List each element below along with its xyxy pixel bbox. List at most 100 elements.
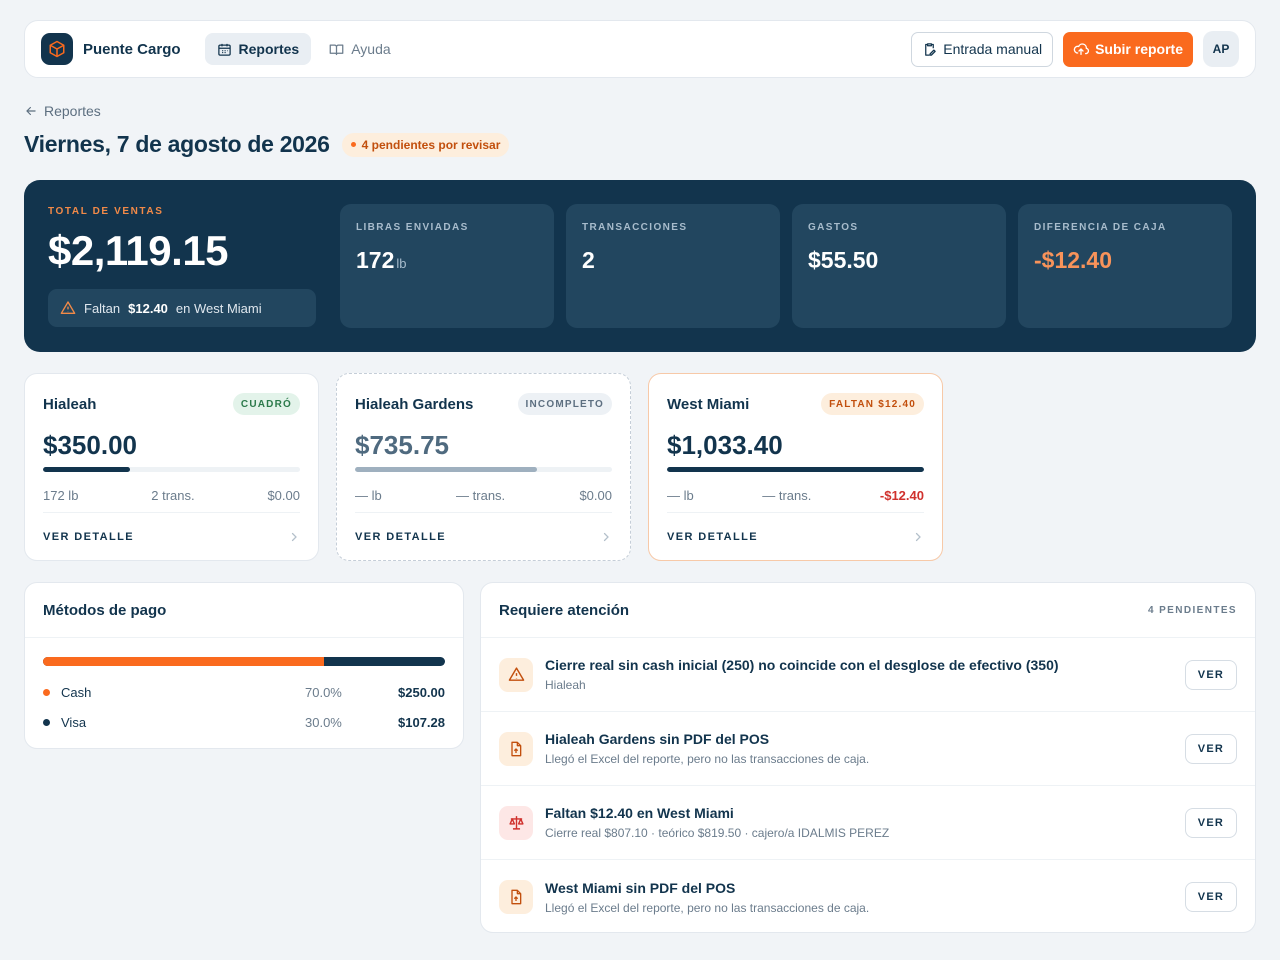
stat-unit: lb (396, 256, 407, 271)
chevron-right-icon (291, 532, 297, 541)
branch-transactions: — trans. (456, 488, 506, 503)
payment-method-pct: 30.0% (305, 714, 342, 730)
shortage-alert-prefix: Faltan (84, 300, 121, 316)
clipboard-edit-icon (925, 42, 936, 56)
branch-stats: — lb — trans. $0.00 (355, 488, 612, 503)
breadcrumb-label: Reportes (44, 103, 101, 119)
attention-title: Requiere atención (499, 601, 630, 619)
stat-number: 172 (356, 247, 395, 273)
attention-item-subtitle: Llegó el Excel del reporte, pero no las … (545, 752, 870, 766)
avatar[interactable]: AP (1203, 31, 1239, 67)
view-button[interactable]: VER (1184, 807, 1237, 838)
payment-method-name: Cash (61, 684, 92, 700)
shortage-alert: Faltan $12.40 en West Miami (48, 289, 316, 327)
payment-split-cash-fill (43, 657, 325, 666)
branch-share-fill (43, 467, 131, 472)
main-nav: Reportes Ayuda (204, 33, 403, 65)
manual-entry-button[interactable]: Entrada manual (911, 31, 1054, 67)
branch-footer[interactable]: VER DETALLE (355, 512, 612, 560)
stat-value: $55.50 (808, 247, 879, 273)
cloud-upload-icon (1073, 43, 1090, 55)
attention-item-subtitle: Cierre real $807.10 · teórico $819.50 · … (545, 826, 890, 840)
payment-methods-title: Métodos de pago (43, 601, 167, 619)
attention-header: Requiere atención 4 PENDIENTES (481, 583, 1255, 638)
attention-item[interactable]: West Miami sin PDF del POS Llegó el Exce… (481, 860, 1255, 932)
pending-badge: 4 pendientes por revisar (341, 132, 510, 157)
total-sales: TOTAL DE VENTAS $2,119.15 (48, 206, 229, 275)
attention-item[interactable]: Cierre real sin cash inicial (250) no co… (481, 638, 1255, 712)
view-button[interactable]: VER (1184, 882, 1237, 912)
header-actions: Entrada manual Subir reporte AP (911, 31, 1239, 67)
branch-name: Hialeah (43, 395, 97, 413)
view-detail-link[interactable]: VER DETALLE (43, 530, 134, 543)
branch-transactions: — trans. (762, 488, 812, 503)
stat-expenses: GASTOS $55.50 (792, 204, 1006, 328)
attention-item[interactable]: Hialeah Gardens sin PDF del POS Llegó el… (481, 712, 1255, 786)
branch-share-fill (667, 467, 924, 472)
attention-text: Hialeah Gardens sin PDF del POS Llegó el… (545, 731, 869, 766)
upload-report-button[interactable]: Subir reporte (1063, 31, 1193, 67)
branch-footer[interactable]: VER DETALLE (43, 512, 300, 560)
branch-header: Hialeah Gardens INCOMPLETO (355, 392, 612, 416)
stat-label: TRANSACCIONES (582, 222, 688, 233)
branch-header: Hialeah CUADRÓ (43, 392, 300, 416)
stat-value: 172 lb (356, 247, 538, 274)
attention-item-subtitle: Hialeah (545, 678, 586, 692)
branch-pounds: — lb (667, 488, 694, 503)
chevron-right-icon (603, 532, 609, 541)
nav-ayuda[interactable]: Ayuda (317, 33, 402, 65)
attention-text: Cierre real sin cash inicial (250) no co… (545, 657, 1059, 692)
branch-share-bar (355, 467, 612, 472)
warning-icon (499, 657, 533, 692)
nav-reportes[interactable]: Reportes (204, 33, 312, 65)
view-detail-link[interactable]: VER DETALLE (355, 530, 446, 543)
status-badge: CUADRÓ (232, 393, 300, 415)
branch-stats: — lb — trans. -$12.40 (667, 488, 924, 503)
branch-share-bar (667, 467, 924, 472)
branch-footer[interactable]: VER DETALLE (667, 512, 924, 560)
payment-method-name: Visa (61, 714, 87, 730)
title-row: Viernes, 7 de agosto de 2026 4 pendiente… (24, 131, 510, 158)
branch-amount: $350.00 (43, 430, 137, 460)
brand-name[interactable]: Puente Cargo (83, 40, 181, 58)
stat-label: LIBRAS ENVIADAS (356, 222, 469, 233)
attention-item-title: Faltan $12.40 en West Miami (545, 805, 734, 821)
warning-icon (60, 301, 76, 314)
sales-summary: TOTAL DE VENTAS $2,119.15 Faltan $12.40 … (24, 180, 1256, 352)
page-title: Viernes, 7 de agosto de 2026 (24, 131, 330, 157)
view-detail-link[interactable]: VER DETALLE (667, 530, 758, 543)
payment-method-amount: $107.28 (398, 714, 445, 730)
branch-difference: $0.00 (267, 488, 300, 503)
file-upload-icon (499, 880, 533, 914)
stat-cash-difference: DIFERENCIA DE CAJA -$12.40 (1018, 204, 1232, 328)
branch-card-hialeah[interactable]: Hialeah CUADRÓ $350.00 172 lb 2 trans. $… (24, 373, 319, 561)
payment-methods-header: Métodos de pago (25, 583, 463, 638)
branch-card-west-miami[interactable]: West Miami FALTAN $12.40 $1,033.40 — lb … (648, 373, 943, 561)
payment-row-visa: Visa 30.0% $107.28 (43, 712, 445, 732)
upload-report-label: Subir reporte (1095, 41, 1183, 57)
breadcrumb[interactable]: Reportes (24, 103, 101, 119)
box-logo-icon[interactable] (41, 33, 73, 65)
branch-transactions: 2 trans. (151, 488, 195, 503)
attention-item[interactable]: Faltan $12.40 en West Miami Cierre real … (481, 786, 1255, 860)
payment-method-pct: 70.0% (305, 684, 342, 700)
pending-badge-label: 4 pendientes por revisar (361, 137, 501, 152)
stat-label: DIFERENCIA DE CAJA (1034, 222, 1167, 233)
branch-difference: -$12.40 (879, 488, 924, 503)
manual-entry-label: Entrada manual (943, 41, 1043, 57)
branch-card-hialeah-gardens[interactable]: Hialeah Gardens INCOMPLETO $735.75 — lb … (336, 373, 631, 561)
stat-transactions: TRANSACCIONES 2 (566, 204, 780, 328)
attention-item-title: Hialeah Gardens sin PDF del POS (545, 731, 770, 747)
view-button[interactable]: VER (1184, 659, 1237, 690)
attention-item-subtitle: Llegó el Excel del reporte, pero no las … (545, 900, 870, 915)
attention-card: Requiere atención 4 PENDIENTES Cierre re… (480, 582, 1256, 933)
book-icon (329, 44, 344, 55)
scale-icon (499, 805, 533, 840)
payment-split-bar (43, 657, 445, 666)
branch-stats: 172 lb 2 trans. $0.00 (43, 488, 300, 503)
view-button[interactable]: VER (1184, 733, 1237, 764)
payment-method-amount: $250.00 (398, 684, 445, 700)
attention-item-title: Cierre real sin cash inicial (250) no co… (545, 657, 1059, 673)
attention-text: West Miami sin PDF del POS Llegó el Exce… (545, 880, 869, 915)
legend-dot (43, 688, 50, 696)
